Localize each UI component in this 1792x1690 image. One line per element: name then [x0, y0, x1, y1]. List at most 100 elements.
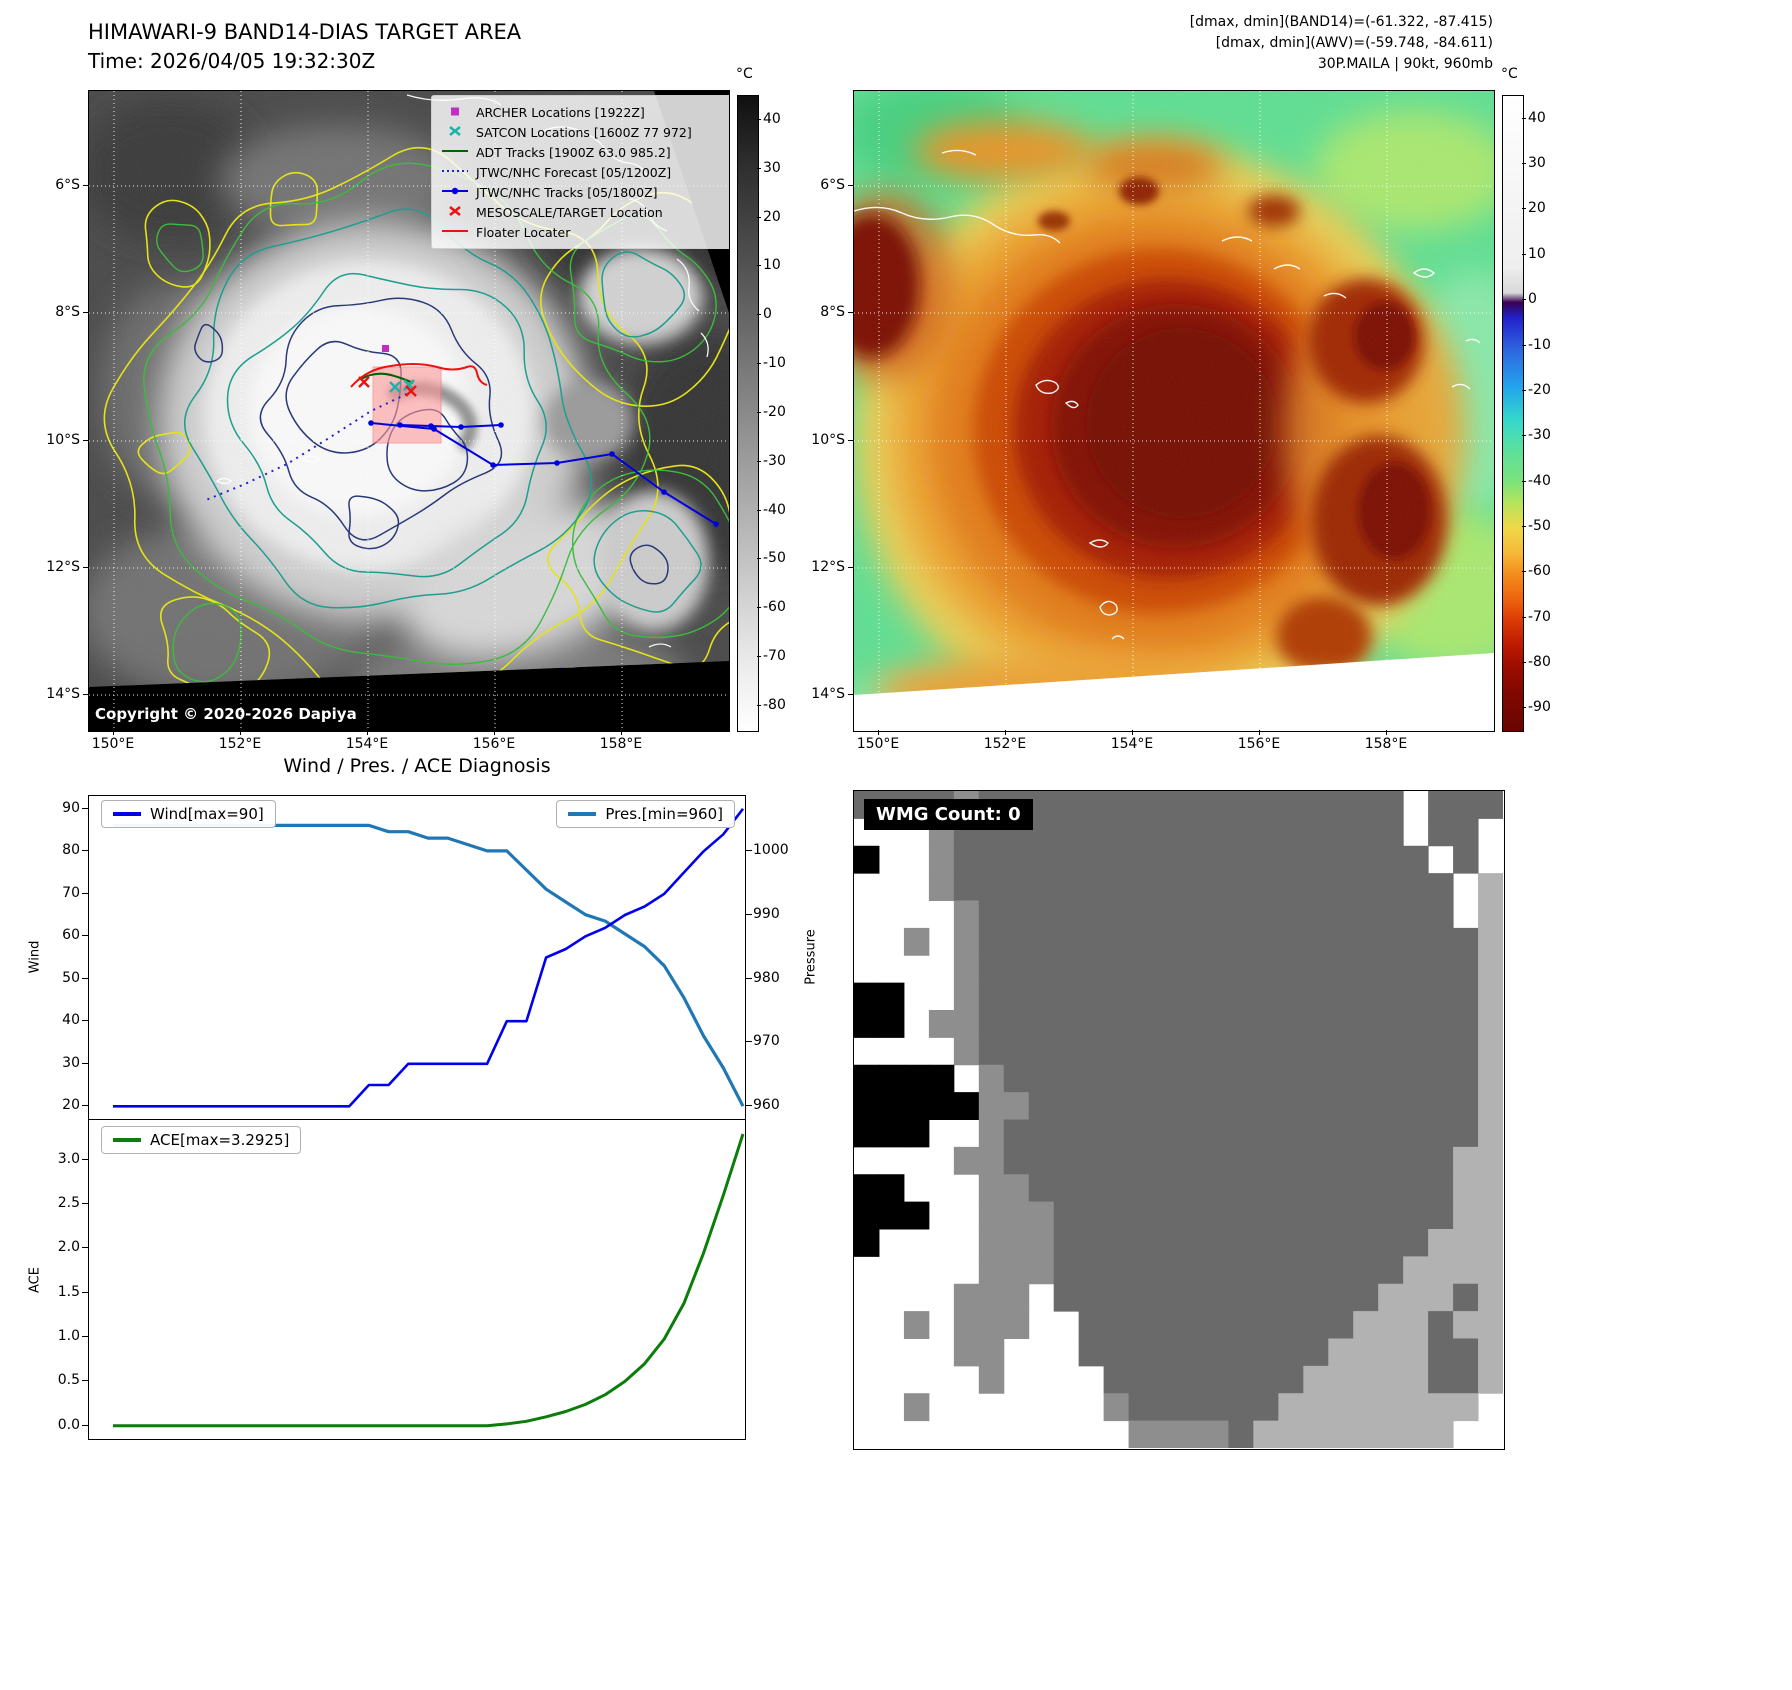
awv-colorbar-tick-label: -80 [1528, 654, 1551, 671]
legend-marker-icon [440, 103, 470, 122]
axis-tick [1522, 117, 1526, 119]
band14-colorbar-unit: °C [736, 66, 753, 82]
band14-colorbar-tick-label: -50 [763, 550, 786, 567]
awv-colorbar-tick-label: 30 [1528, 155, 1546, 172]
axis-tick [82, 850, 88, 852]
legend-item-label: ARCHER Locations [1922Z] [476, 104, 645, 120]
axis-tick [82, 1336, 88, 1338]
band14-y-tick-label: 10°S [46, 432, 80, 448]
axis-tick [113, 730, 114, 735]
axis-tick [82, 1247, 88, 1249]
axis-tick [757, 314, 761, 316]
band14-colorbar-tick-label: 40 [763, 111, 781, 127]
wind-tick-label: 60 [62, 927, 80, 944]
axis-tick [1259, 730, 1260, 735]
awv-colorbar-tick-label: 20 [1528, 200, 1546, 217]
pressure-legend: Pres.[min=960] [556, 800, 735, 828]
axis-tick [1522, 616, 1526, 618]
axis-tick [1522, 299, 1526, 301]
axis-tick [848, 694, 853, 695]
wind-tick-label: 20 [62, 1097, 80, 1114]
awv-colorbar-tick-label: -90 [1528, 699, 1551, 716]
axis-tick [848, 185, 853, 186]
axis-tick [757, 265, 761, 267]
archer-marker [382, 345, 389, 352]
legend-item: ADT Tracks [1900Z 63.0 985.2] [440, 142, 729, 162]
copyright-text: Copyright © 2020-2026 Dapiya [95, 705, 357, 723]
band14-y-tick-label: 12°S [46, 559, 80, 575]
axis-tick [1522, 707, 1526, 709]
legend-marker-icon [440, 123, 470, 142]
band14-colorbar-tick-label: -80 [763, 696, 786, 713]
axis-tick [848, 312, 853, 313]
legend-item: JTWC/NHC Forecast [05/1200Z] [440, 162, 729, 182]
axis-tick [82, 1062, 88, 1064]
floater-locater-line [350, 363, 488, 388]
axis-tick [1522, 344, 1526, 346]
band14-y-tick-label: 14°S [46, 686, 80, 702]
axis-tick [1522, 163, 1526, 165]
awv-colorbar-tick-label: -20 [1528, 381, 1551, 398]
axis-tick [757, 558, 761, 560]
band14-colorbar-tick-label: 0 [763, 306, 772, 323]
axis-tick [1522, 253, 1526, 255]
legend-item: JTWC/NHC Tracks [05/1800Z] [440, 182, 729, 202]
band14-colorbar-tick-label: -10 [763, 355, 786, 372]
wmg-panel: WMG Count: 0 [853, 790, 1505, 1450]
axis-tick [82, 807, 88, 809]
band14-colorbar-tick-label: -40 [763, 501, 786, 518]
awv-y-tick-label: 14°S [811, 686, 845, 702]
axis-tick [848, 440, 853, 441]
legend-item-label: MESOSCALE/TARGET Location [476, 204, 663, 220]
ace-line-swatch-icon [113, 1138, 141, 1142]
awv-colorbar-tick-label: -40 [1528, 472, 1551, 489]
awv-y-tick-label: 8°S [820, 304, 845, 320]
ace-tick-label: 1.5 [57, 1283, 80, 1300]
axis-tick [757, 411, 761, 413]
awv-y-tick-label: 6°S [820, 177, 845, 193]
awv-colorbar-tick-label: -70 [1528, 608, 1551, 625]
wind-legend: Wind[max=90] [101, 800, 276, 828]
dmax-dmin-band14: [dmax, dmin](BAND14)=(-61.322, -87.415) [1189, 14, 1493, 30]
band14-time-subtitle: Time: 2026/04/05 19:32:30Z [88, 49, 376, 73]
axis-tick [82, 892, 88, 894]
axis-tick [82, 1203, 88, 1205]
awv-colorbar-tick-label: -50 [1528, 517, 1551, 534]
ace-chart: ACE[max=3.2925] [88, 1119, 746, 1440]
band14-x-tick-label: 154°E [345, 736, 389, 752]
awv-x-tick-label: 158°E [1364, 736, 1408, 752]
diagnosis-title: Wind / Pres. / ACE Diagnosis [283, 755, 551, 777]
ace-tick-label: 2.0 [57, 1239, 80, 1256]
awv-x-tick-label: 150°E [856, 736, 900, 752]
wind-tick-label: 70 [62, 884, 80, 901]
legend-marker-icon [440, 163, 470, 182]
awv-colorbar-unit: °C [1501, 66, 1518, 82]
axis-tick [1005, 730, 1006, 735]
ace-tick-label: 0.0 [57, 1416, 80, 1433]
axis-tick [1522, 389, 1526, 391]
ace-legend-label: ACE[max=3.2925] [150, 1131, 290, 1149]
band14-y-tick-label: 8°S [55, 304, 80, 320]
axis-tick [878, 730, 879, 735]
axis-tick [746, 977, 752, 979]
axis-tick [82, 977, 88, 979]
axis-tick [757, 363, 761, 365]
axis-tick [757, 119, 761, 120]
axis-tick [82, 1424, 88, 1426]
ace-tick-label: 1.0 [57, 1328, 80, 1345]
legend-item: MESOSCALE/TARGET Location [440, 202, 729, 222]
axis-tick [82, 1291, 88, 1293]
awv-y-tick-label: 12°S [811, 559, 845, 575]
axis-tick [83, 312, 88, 313]
awv-header: [dmax, dmin](BAND14)=(-61.322, -87.415) … [993, 12, 1493, 75]
wind-tick-label: 90 [62, 799, 80, 816]
band14-colorbar-tick-label: -20 [763, 403, 786, 420]
axis-tick [757, 704, 761, 706]
band14-colorbar-tick-label: -70 [763, 648, 786, 665]
pressure-tick-label: 990 [753, 905, 780, 922]
awv-y-tick-label: 10°S [811, 432, 845, 448]
track-overlays [205, 345, 719, 527]
legend-item: ARCHER Locations [1922Z] [440, 102, 729, 122]
axis-tick [746, 849, 752, 851]
